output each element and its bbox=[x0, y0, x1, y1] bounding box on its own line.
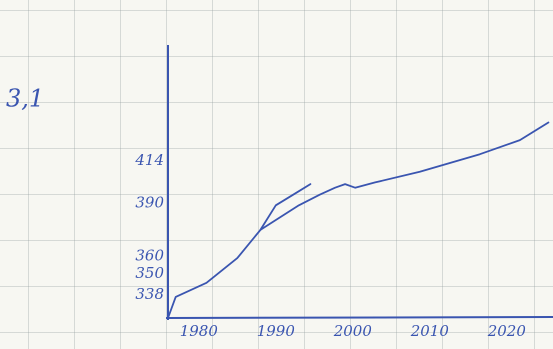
line-series bbox=[259, 121, 550, 231]
x-tick-label: 1990 bbox=[257, 322, 296, 340]
y-tick-label: 414 bbox=[134, 151, 164, 169]
x-tick-label: 1980 bbox=[180, 322, 219, 340]
x-tick-label: 2020 bbox=[487, 322, 527, 340]
x-tick-label: 2000 bbox=[333, 322, 373, 340]
y-tick-label: 350 bbox=[135, 264, 164, 282]
x-tick-label: 2010 bbox=[410, 322, 450, 340]
y-tick-label: 360 bbox=[135, 246, 164, 264]
x-axis bbox=[165, 316, 553, 319]
chart-title: 3,1 bbox=[6, 85, 44, 113]
y-tick-label: 390 bbox=[135, 194, 164, 212]
y-tick-label: 338 bbox=[135, 285, 164, 303]
line-series bbox=[167, 183, 312, 319]
